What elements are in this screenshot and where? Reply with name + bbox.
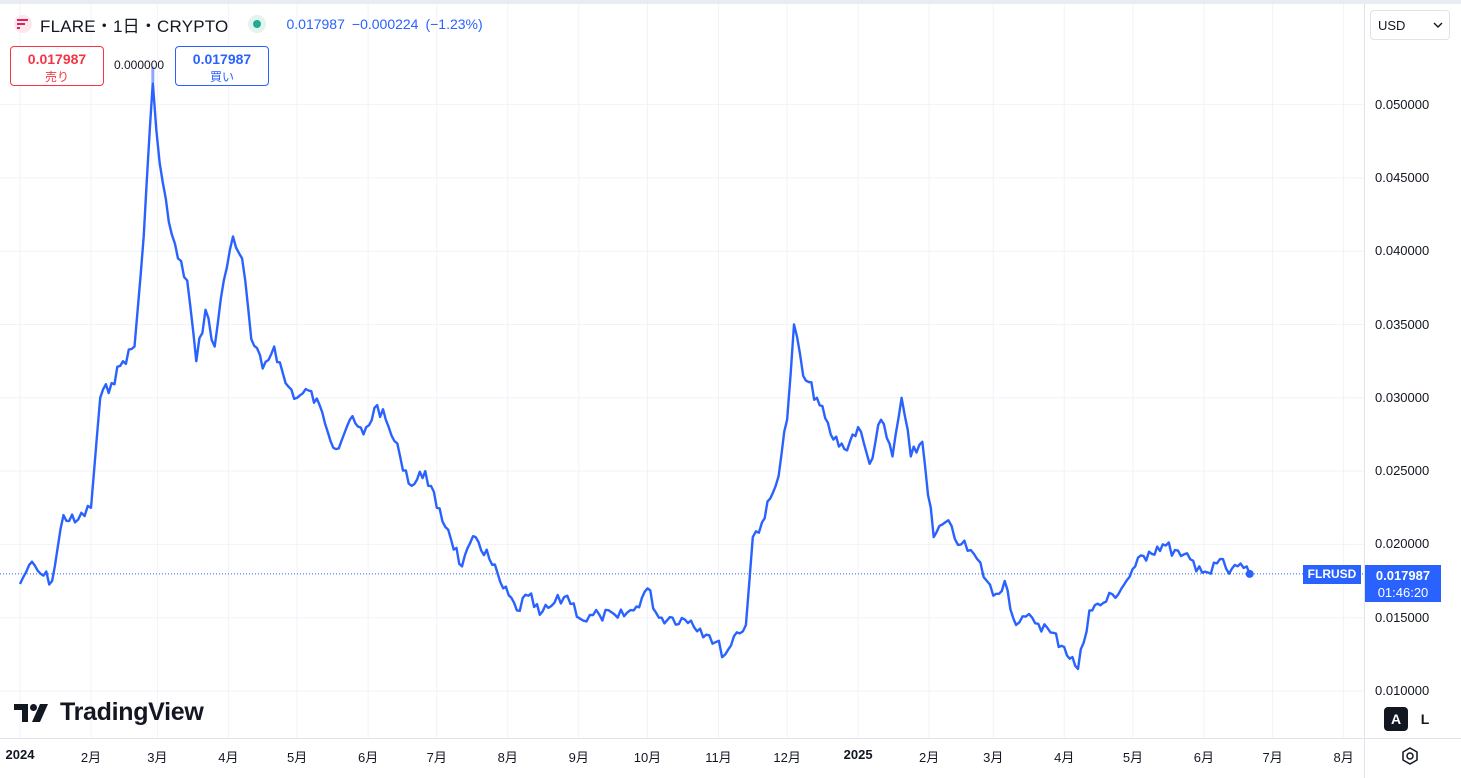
legend-change-pct: (−1.23%) [425,16,483,32]
scale-corner [1364,738,1461,778]
market-status-icon[interactable] [248,15,267,33]
sell-price: 0.017987 [27,51,87,67]
time-tick-label: 7月 [1262,750,1283,765]
time-tick-label: 2024 [5,747,35,762]
time-tick-label: 3月 [147,750,168,765]
price-tick-label: 0.035000 [1375,316,1430,332]
legend-change: −0.000224 [351,16,419,32]
last-price-tag: 0.017987 01:46:20 [1365,564,1441,602]
price-tick-label: 0.040000 [1375,243,1430,259]
time-tick-label: 2月 [919,750,940,765]
flare-logo-icon [14,15,32,33]
last-price-dot [1245,569,1254,578]
settings-gear-icon[interactable] [1400,746,1420,766]
symbol-title[interactable]: FLARE・1日・CRYPTO [40,16,229,36]
time-tick-label: 3月 [983,750,1004,765]
price-tick-label: 0.025000 [1375,463,1430,479]
price-tick-label: 0.015000 [1375,609,1430,625]
tradingview-watermark[interactable]: TradingView [14,698,204,727]
time-tick-label: 4月 [218,750,239,765]
time-tick-label: 4月 [1054,750,1075,765]
time-tick-label: 8月 [1333,750,1354,765]
price-scale[interactable] [1364,4,1461,738]
time-scale[interactable] [0,738,1364,778]
price-tick-label: 0.030000 [1375,389,1430,405]
symbol-legend[interactable]: FLARE・1日・CRYPTO 0.017987 −0.000224 (−1.2… [14,12,483,36]
time-tick-label: 12月 [773,750,801,765]
bar-countdown: 01:46:20 [1377,584,1429,600]
currency-dropdown[interactable]: USD [1370,10,1450,40]
sell-label: 売り [44,70,69,84]
currency-value: USD [1378,17,1406,33]
chart-pane[interactable] [0,4,1364,738]
time-tick-label: 5月 [1122,750,1144,765]
tradingview-logo-icon [14,703,48,722]
price-tick-label: 0.045000 [1375,169,1430,185]
chevron-down-icon [1433,22,1443,28]
spread-value: 0.000000 [114,58,165,72]
legend-last: 0.017987 [286,16,345,32]
time-tick-label: 8月 [497,750,518,765]
time-tick-label: 10月 [633,750,662,765]
log-scale-button[interactable]: L [1413,707,1437,731]
time-tick-label: 6月 [1193,750,1215,765]
time-tick-label: 6月 [357,750,379,765]
last-price-value: 0.017987 [1375,567,1431,583]
watermark-text: TradingView [60,698,204,726]
time-tick-label: 2025 [843,747,873,762]
symbol-price-tag: FLRUSD [1303,564,1361,584]
legend-values: 0.017987 −0.000224 (−1.23%) [286,16,482,32]
time-tick-label: 2月 [80,750,102,765]
time-tick-label: 5月 [286,750,308,765]
time-tick-label: 11月 [705,750,732,765]
time-tick-label: 9月 [568,750,589,765]
price-tick-label: 0.010000 [1375,683,1430,698]
price-chart[interactable] [0,4,1364,738]
buy-price: 0.017987 [192,51,252,67]
series-line [18,81,1251,671]
chart-grid [0,4,1364,738]
top-border [0,0,1461,4]
buy-button[interactable]: 0.017987 買い [175,46,269,86]
auto-scale-button[interactable]: A [1384,707,1408,731]
time-tick-label: 7月 [426,750,447,765]
price-tick-label: 0.020000 [1375,536,1430,552]
sell-button[interactable]: 0.017987 売り [10,46,104,86]
price-tick-label: 0.050000 [1375,96,1430,112]
buy-label: 買い [209,70,234,84]
